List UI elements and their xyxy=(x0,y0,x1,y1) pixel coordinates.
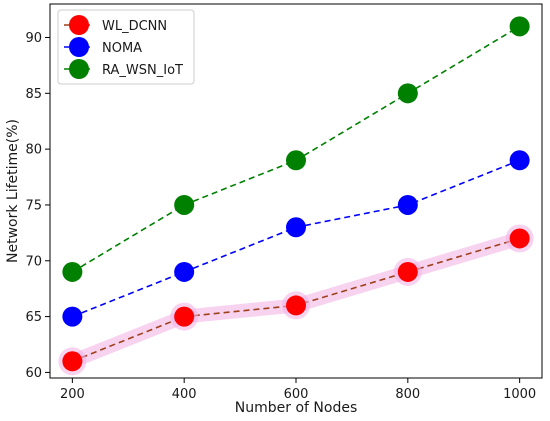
data-point xyxy=(286,150,306,171)
data-point xyxy=(286,217,306,238)
legend-entry: RA_WSN_IoT xyxy=(64,59,183,79)
data-point xyxy=(62,351,83,372)
y-tick-label: 70 xyxy=(25,254,42,269)
series-layer xyxy=(58,16,534,376)
y-tick-label: 80 xyxy=(25,143,42,158)
data-point xyxy=(509,150,530,171)
legend-marker xyxy=(69,37,89,57)
legend-entry: NOMA xyxy=(64,37,142,57)
legend-entry: WL_DCNN xyxy=(64,15,167,35)
data-point xyxy=(286,295,306,316)
y-tick-label: 65 xyxy=(25,310,42,325)
y-axis-title: Network Lifetime(%) xyxy=(5,119,21,263)
data-point xyxy=(397,261,418,282)
x-tick-label: 1000 xyxy=(503,387,536,402)
data-point xyxy=(174,306,195,327)
x-axis: 200 400 600 800 1000 xyxy=(60,378,536,402)
data-point xyxy=(397,83,418,104)
data-point xyxy=(174,194,195,215)
legend-label: WL_DCNN xyxy=(102,19,167,34)
data-point xyxy=(397,194,418,215)
series-noma xyxy=(62,150,530,327)
x-tick-label: 400 xyxy=(172,387,197,402)
series-ra-wsn-iot xyxy=(62,16,530,282)
legend-label: RA_WSN_IoT xyxy=(102,63,183,78)
data-point xyxy=(62,306,83,327)
y-tick-label: 60 xyxy=(25,366,42,381)
legend: WL_DCNN NOMA RA_WSN_IoT xyxy=(57,9,195,85)
x-tick-label: 600 xyxy=(284,387,309,402)
data-point xyxy=(174,261,195,282)
data-point xyxy=(62,261,83,282)
legend-marker xyxy=(69,59,89,79)
data-point xyxy=(509,228,530,249)
y-tick-label: 85 xyxy=(25,87,42,102)
x-tick-label: 800 xyxy=(395,387,420,402)
data-point xyxy=(509,16,530,37)
y-tick-label: 75 xyxy=(25,198,42,213)
series-wl-dcnn xyxy=(58,224,534,376)
y-axis: 60 65 70 75 80 85 90 xyxy=(25,31,50,381)
x-tick-label: 200 xyxy=(60,387,85,402)
legend-box xyxy=(57,9,195,85)
legend-label: NOMA xyxy=(102,41,142,56)
y-tick-label: 90 xyxy=(25,31,42,46)
legend-marker xyxy=(69,15,89,35)
x-axis-title: Number of Nodes xyxy=(235,400,357,416)
